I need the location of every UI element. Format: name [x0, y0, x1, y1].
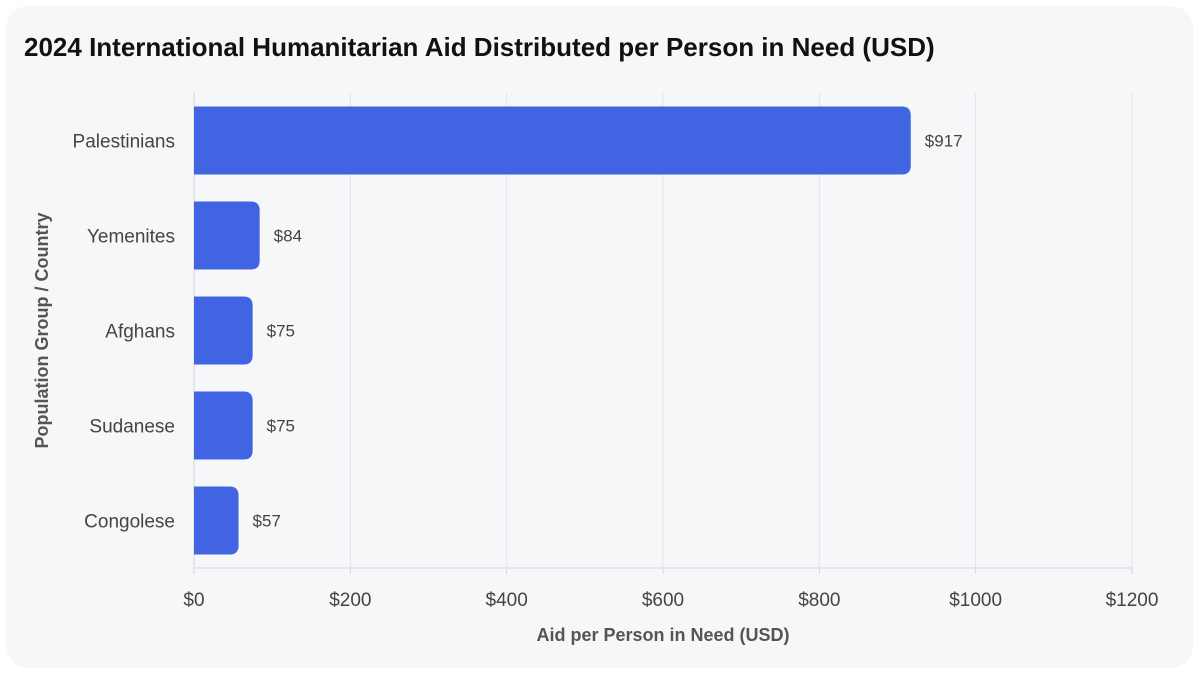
bar	[194, 296, 253, 365]
chart-title: 2024 International Humanitarian Aid Dist…	[24, 32, 935, 62]
bar	[194, 106, 911, 175]
category-label: Afghans	[105, 322, 175, 343]
bar	[194, 486, 239, 555]
x-tick-label: $400	[486, 590, 528, 611]
value-label: $917	[925, 132, 963, 151]
x-tick-label: $0	[183, 590, 204, 611]
y-axis-title: Population Group / Country	[32, 213, 52, 449]
x-tick-label: $1000	[949, 590, 1002, 611]
x-tick-label: $1200	[1106, 590, 1159, 611]
x-tick-label: $600	[642, 590, 684, 611]
bar	[194, 201, 260, 270]
category-label: Sudanese	[89, 417, 175, 438]
x-tick-label: $200	[329, 590, 371, 611]
category-label: Congolese	[84, 512, 175, 533]
category-label: Palestinians	[73, 132, 175, 153]
x-axis-title: Aid per Person in Need (USD)	[536, 625, 789, 645]
value-label: $84	[274, 227, 302, 246]
value-label: $75	[267, 417, 295, 436]
bar	[194, 391, 253, 460]
category-label: Yemenites	[87, 227, 175, 248]
value-label: $75	[267, 322, 295, 341]
value-label: $57	[253, 512, 281, 531]
x-tick-label: $800	[798, 590, 840, 611]
